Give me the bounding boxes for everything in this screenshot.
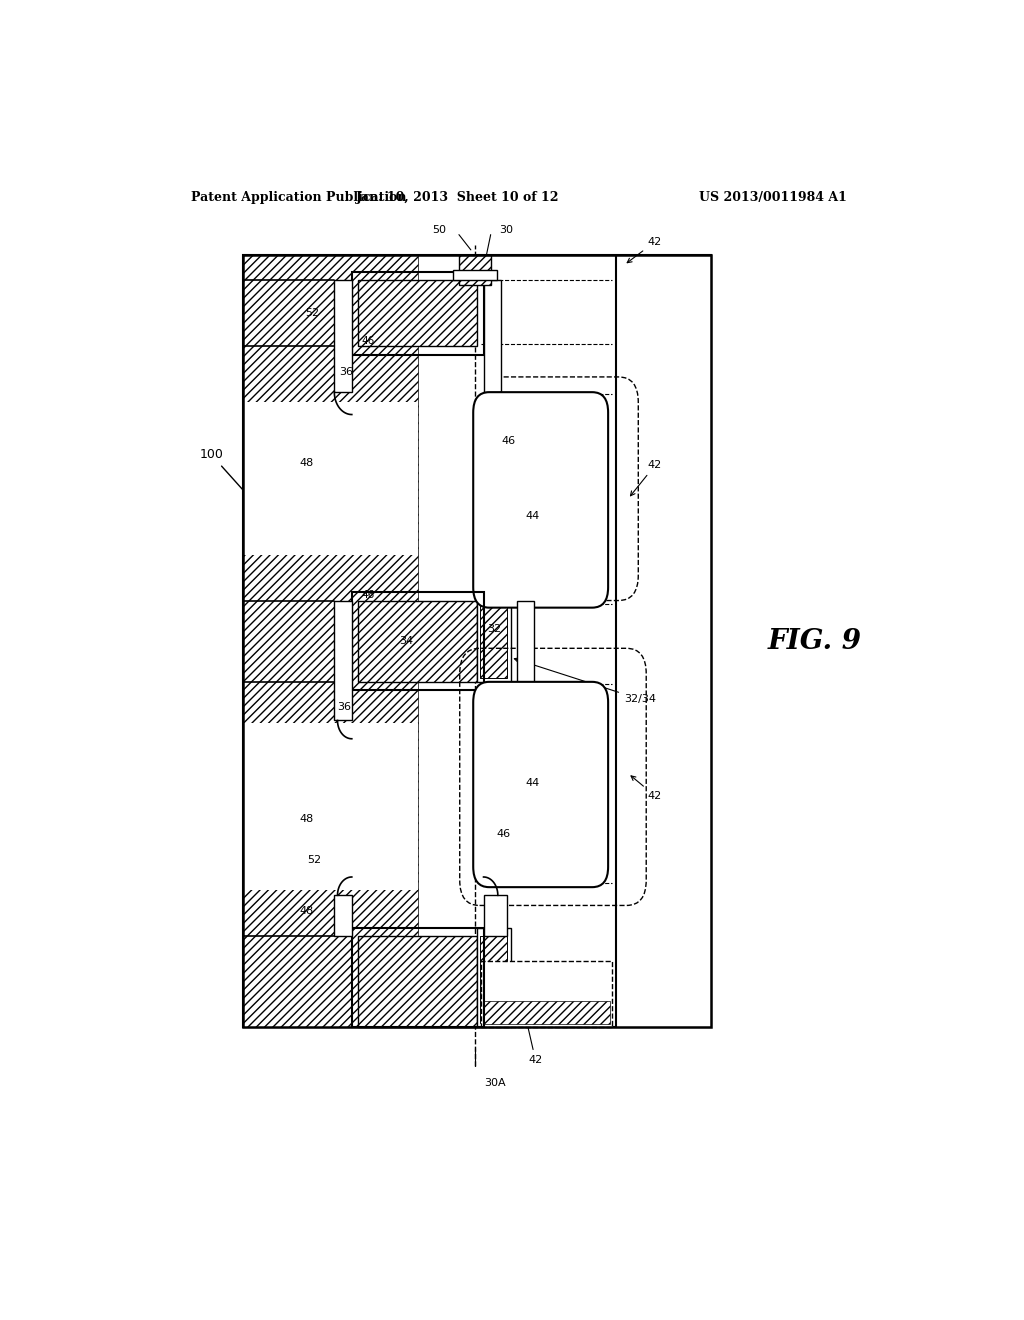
- FancyBboxPatch shape: [473, 392, 608, 607]
- Bar: [243, 255, 418, 1027]
- Bar: [461, 272, 489, 280]
- Text: 42: 42: [631, 461, 663, 496]
- Bar: [517, 601, 535, 721]
- Bar: [358, 280, 477, 346]
- Text: 52: 52: [305, 309, 319, 318]
- Bar: [481, 961, 612, 1027]
- Text: 50: 50: [432, 224, 446, 235]
- Bar: [334, 895, 352, 936]
- Bar: [453, 271, 497, 280]
- Bar: [243, 255, 712, 1027]
- Text: 46: 46: [502, 436, 516, 446]
- Bar: [243, 255, 712, 1027]
- Text: 46: 46: [361, 337, 375, 346]
- Bar: [352, 928, 483, 1027]
- Bar: [358, 601, 477, 682]
- Text: 42: 42: [520, 998, 543, 1065]
- Bar: [352, 593, 483, 690]
- Text: 36: 36: [337, 702, 351, 713]
- Bar: [477, 601, 511, 682]
- Bar: [459, 255, 490, 285]
- Text: 48: 48: [299, 814, 313, 824]
- Text: 100: 100: [200, 449, 248, 496]
- Text: 52: 52: [307, 855, 322, 865]
- Text: 42: 42: [631, 776, 663, 801]
- Text: 42: 42: [628, 236, 663, 263]
- Text: 30A: 30A: [483, 1078, 506, 1088]
- Text: 44: 44: [525, 779, 540, 788]
- Text: 36: 36: [339, 367, 353, 376]
- Bar: [358, 936, 477, 1027]
- Text: US 2013/0011984 A1: US 2013/0011984 A1: [699, 190, 847, 203]
- Text: 32: 32: [486, 624, 501, 634]
- Text: FIG. 9: FIG. 9: [767, 628, 861, 655]
- Text: 48: 48: [299, 458, 313, 469]
- Bar: [483, 1002, 609, 1024]
- Text: 46: 46: [361, 590, 375, 601]
- Text: 44: 44: [525, 511, 540, 521]
- Text: 30: 30: [500, 224, 514, 235]
- Bar: [243, 722, 418, 890]
- Bar: [480, 936, 507, 1023]
- FancyBboxPatch shape: [473, 682, 608, 887]
- Text: 32/34: 32/34: [514, 657, 656, 704]
- Bar: [334, 601, 352, 721]
- Bar: [483, 280, 501, 392]
- Bar: [483, 895, 507, 936]
- Bar: [243, 403, 418, 554]
- Text: Patent Application Publication: Patent Application Publication: [191, 190, 407, 203]
- Text: 34: 34: [398, 636, 413, 647]
- Bar: [480, 605, 507, 677]
- Bar: [477, 928, 511, 1027]
- Bar: [616, 255, 712, 1027]
- Bar: [352, 272, 483, 355]
- Text: 46: 46: [497, 829, 510, 840]
- Bar: [334, 280, 352, 392]
- Text: Jan. 10, 2013  Sheet 10 of 12: Jan. 10, 2013 Sheet 10 of 12: [355, 190, 559, 203]
- Text: 48: 48: [299, 906, 313, 916]
